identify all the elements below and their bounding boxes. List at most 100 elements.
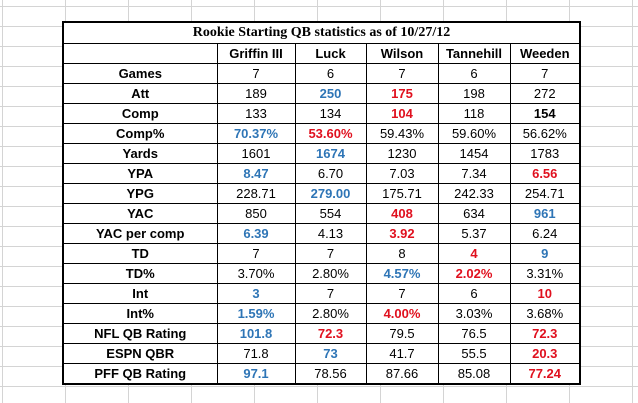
stat-cell[interactable]: 6.70 bbox=[294, 163, 367, 184]
stat-cell[interactable]: 3 bbox=[216, 283, 296, 304]
stat-cell[interactable]: 104 bbox=[365, 103, 439, 124]
stat-cell[interactable]: 7.03 bbox=[365, 163, 439, 184]
stat-cell[interactable]: 77.24 bbox=[509, 363, 581, 385]
stat-cell[interactable]: 59.43% bbox=[365, 123, 439, 144]
stat-cell[interactable]: 8.47 bbox=[216, 163, 296, 184]
stat-cell[interactable]: 4.00% bbox=[365, 303, 439, 324]
row-label[interactable]: PFF QB Rating bbox=[62, 363, 218, 385]
stat-cell[interactable]: 408 bbox=[365, 203, 439, 224]
stat-cell[interactable]: 3.31% bbox=[509, 263, 581, 284]
stat-cell[interactable]: 154 bbox=[509, 103, 581, 124]
stat-cell[interactable]: 5.37 bbox=[437, 223, 511, 244]
stat-cell[interactable]: 2.80% bbox=[294, 263, 367, 284]
stat-cell[interactable]: 1230 bbox=[365, 143, 439, 164]
stat-cell[interactable]: 41.7 bbox=[365, 343, 439, 364]
stat-cell[interactable]: 3.03% bbox=[437, 303, 511, 324]
stat-cell[interactable]: 118 bbox=[437, 103, 511, 124]
stat-cell[interactable]: 3.92 bbox=[365, 223, 439, 244]
stat-cell[interactable]: 1674 bbox=[294, 143, 367, 164]
stat-cell[interactable]: 4.57% bbox=[365, 263, 439, 284]
stat-cell[interactable]: 72.3 bbox=[509, 323, 581, 344]
stat-cell[interactable]: 134 bbox=[294, 103, 367, 124]
row-label[interactable]: YAC bbox=[62, 203, 218, 224]
stat-cell[interactable]: 87.66 bbox=[365, 363, 439, 385]
stat-cell[interactable]: 3.70% bbox=[216, 263, 296, 284]
stat-cell[interactable]: 7 bbox=[216, 63, 296, 84]
stat-cell[interactable]: 7 bbox=[509, 63, 581, 84]
stat-cell[interactable]: 20.3 bbox=[509, 343, 581, 364]
stat-cell[interactable]: 7 bbox=[365, 283, 439, 304]
row-label[interactable]: ESPN QBR bbox=[62, 343, 218, 364]
table-title[interactable]: Rookie Starting QB statistics as of 10/2… bbox=[62, 21, 581, 44]
stat-cell[interactable]: 272 bbox=[509, 83, 581, 104]
stat-cell[interactable]: 850 bbox=[216, 203, 296, 224]
row-label[interactable]: Games bbox=[62, 63, 218, 84]
stat-cell[interactable]: 1454 bbox=[437, 143, 511, 164]
stat-cell[interactable]: 1.59% bbox=[216, 303, 296, 324]
stat-cell[interactable]: 3.68% bbox=[509, 303, 581, 324]
row-label[interactable]: Att bbox=[62, 83, 218, 104]
stat-cell[interactable]: 72.3 bbox=[294, 323, 367, 344]
stat-cell[interactable]: 7 bbox=[365, 63, 439, 84]
header-cell-blank[interactable] bbox=[62, 43, 218, 64]
header-luck[interactable]: Luck bbox=[294, 43, 367, 64]
row-label[interactable]: NFL QB Rating bbox=[62, 323, 218, 344]
stat-cell[interactable]: 279.00 bbox=[294, 183, 367, 204]
stat-cell[interactable]: 634 bbox=[437, 203, 511, 224]
row-label[interactable]: YPA bbox=[62, 163, 218, 184]
stat-cell[interactable]: 198 bbox=[437, 83, 511, 104]
stat-cell[interactable]: 78.56 bbox=[294, 363, 367, 385]
row-label[interactable]: Int% bbox=[62, 303, 218, 324]
stat-cell[interactable]: 7 bbox=[216, 243, 296, 264]
stat-cell[interactable]: 6 bbox=[294, 63, 367, 84]
stat-cell[interactable]: 53.60% bbox=[294, 123, 367, 144]
stat-cell[interactable]: 2.02% bbox=[437, 263, 511, 284]
stat-cell[interactable]: 250 bbox=[294, 83, 367, 104]
stat-cell[interactable]: 59.60% bbox=[437, 123, 511, 144]
stat-cell[interactable]: 1783 bbox=[509, 143, 581, 164]
row-label[interactable]: TD bbox=[62, 243, 218, 264]
stat-cell[interactable]: 7 bbox=[294, 243, 367, 264]
row-label[interactable]: YAC per comp bbox=[62, 223, 218, 244]
header-tannehill[interactable]: Tannehill bbox=[437, 43, 511, 64]
row-label[interactable]: Yards bbox=[62, 143, 218, 164]
row-label[interactable]: TD% bbox=[62, 263, 218, 284]
row-label[interactable]: YPG bbox=[62, 183, 218, 204]
stat-cell[interactable]: 7 bbox=[294, 283, 367, 304]
stat-cell[interactable]: 6.56 bbox=[509, 163, 581, 184]
header-wilson[interactable]: Wilson bbox=[365, 43, 439, 64]
stat-cell[interactable]: 189 bbox=[216, 83, 296, 104]
stat-cell[interactable]: 9 bbox=[509, 243, 581, 264]
stat-cell[interactable]: 175.71 bbox=[365, 183, 439, 204]
stat-cell[interactable]: 6 bbox=[437, 283, 511, 304]
stat-cell[interactable]: 55.5 bbox=[437, 343, 511, 364]
stat-cell[interactable]: 97.1 bbox=[216, 363, 296, 385]
stat-cell[interactable]: 175 bbox=[365, 83, 439, 104]
stat-cell[interactable]: 85.08 bbox=[437, 363, 511, 385]
stat-cell[interactable]: 79.5 bbox=[365, 323, 439, 344]
header-weeden[interactable]: Weeden bbox=[509, 43, 581, 64]
stat-cell[interactable]: 242.33 bbox=[437, 183, 511, 204]
stat-cell[interactable]: 8 bbox=[365, 243, 439, 264]
row-label[interactable]: Comp% bbox=[62, 123, 218, 144]
stat-cell[interactable]: 2.80% bbox=[294, 303, 367, 324]
stat-cell[interactable]: 56.62% bbox=[509, 123, 581, 144]
stat-cell[interactable]: 70.37% bbox=[216, 123, 296, 144]
stat-cell[interactable]: 6.39 bbox=[216, 223, 296, 244]
stat-cell[interactable]: 6 bbox=[437, 63, 511, 84]
stat-cell[interactable]: 73 bbox=[294, 343, 367, 364]
stat-cell[interactable]: 4.13 bbox=[294, 223, 367, 244]
stat-cell[interactable]: 4 bbox=[437, 243, 511, 264]
stat-cell[interactable]: 228.71 bbox=[216, 183, 296, 204]
stat-cell[interactable]: 6.24 bbox=[509, 223, 581, 244]
stat-cell[interactable]: 554 bbox=[294, 203, 367, 224]
row-label[interactable]: Int bbox=[62, 283, 218, 304]
stat-cell[interactable]: 254.71 bbox=[509, 183, 581, 204]
header-griffin[interactable]: Griffin III bbox=[216, 43, 296, 64]
stat-cell[interactable]: 71.8 bbox=[216, 343, 296, 364]
stat-cell[interactable]: 76.5 bbox=[437, 323, 511, 344]
stat-cell[interactable]: 101.8 bbox=[216, 323, 296, 344]
stat-cell[interactable]: 7.34 bbox=[437, 163, 511, 184]
stat-cell[interactable]: 133 bbox=[216, 103, 296, 124]
row-label[interactable]: Comp bbox=[62, 103, 218, 124]
